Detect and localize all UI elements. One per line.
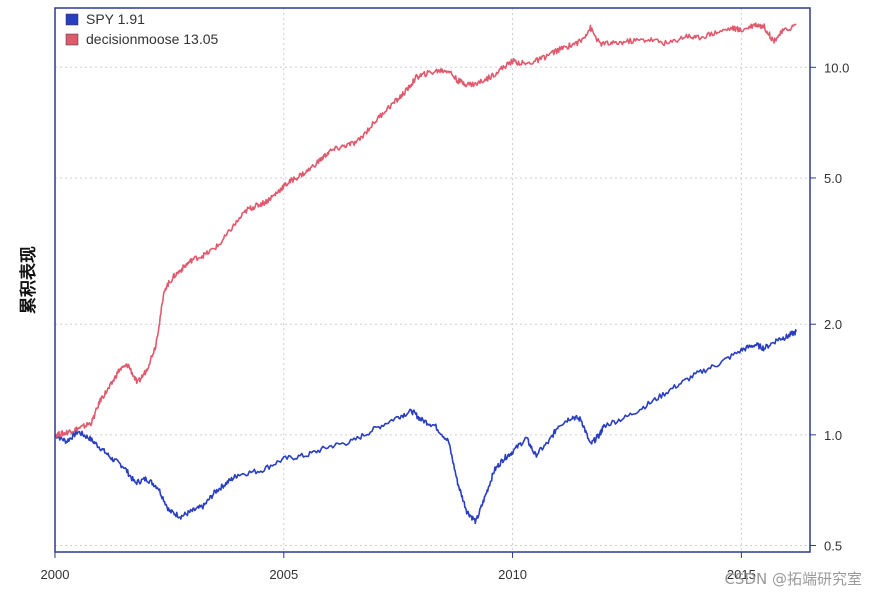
x-tick-label: 2000 xyxy=(41,567,70,582)
x-tick-label: 2005 xyxy=(269,567,298,582)
series-line-decisionmoose xyxy=(54,22,797,438)
legend: SPY 1.91 decisionmoose 13.05 xyxy=(65,11,219,47)
legend-swatch-decisionmoose xyxy=(65,33,79,46)
series-layer xyxy=(54,22,798,525)
y-tick-label: 0.5 xyxy=(824,538,842,553)
y-axis-label: 累积表现 xyxy=(18,246,39,314)
legend-entry-decisionmoose: decisionmoose 13.05 xyxy=(86,31,219,47)
y-tick-label: 10.0 xyxy=(824,60,849,75)
y-axis: 0.5 1.0 2.0 5.0 10.0 xyxy=(810,60,849,553)
watermark-text: CSDN @拓端研究室 xyxy=(724,570,862,588)
y-tick-label: 5.0 xyxy=(824,171,842,186)
x-tick-label: 2015 xyxy=(727,567,756,582)
series-line-spy xyxy=(54,329,798,525)
x-axis: 2000 2005 2010 2015 xyxy=(41,552,756,582)
plot-frame xyxy=(54,7,811,553)
grid xyxy=(54,8,810,552)
y-tick-label: 1.0 xyxy=(824,428,842,443)
legend-entry-spy: SPY 1.91 xyxy=(86,11,145,27)
legend-swatch-spy xyxy=(65,13,79,26)
y-tick-label: 2.0 xyxy=(824,317,842,332)
x-tick-label: 2010 xyxy=(498,567,527,582)
